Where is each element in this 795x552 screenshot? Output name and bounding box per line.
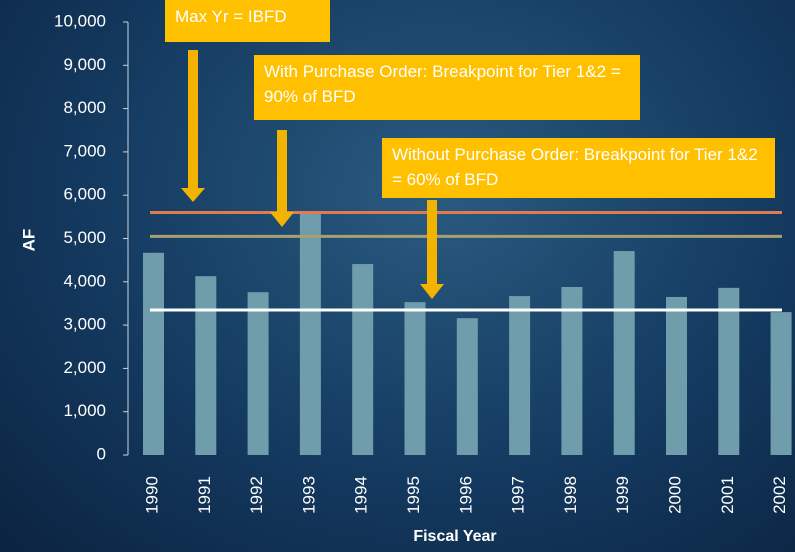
annotation: With Purchase Order: Breakpoint for Tier…: [254, 55, 640, 120]
bar: [247, 292, 269, 455]
y-tick-label: 6,000: [63, 185, 106, 204]
arrows: [181, 50, 444, 299]
x-tick-label: 2001: [718, 476, 737, 514]
y-tick-label: 4,000: [63, 271, 106, 290]
bar: [404, 302, 426, 455]
bar: [613, 251, 635, 455]
annotation: Without Purchase Order: Breakpoint for T…: [382, 138, 775, 198]
arrow-shaft: [188, 50, 198, 190]
arrow-shaft: [427, 200, 437, 286]
bar: [195, 276, 217, 455]
bar: [770, 312, 792, 455]
y-tick-label: 3,000: [63, 315, 106, 334]
x-tick-label: 1990: [142, 476, 161, 514]
x-axis-label: Fiscal Year: [413, 528, 496, 545]
y-tick-label: 9,000: [63, 55, 106, 74]
x-tick-label: 1996: [456, 476, 475, 514]
x-tick-label: 2000: [665, 476, 684, 514]
y-tick-label: 0: [97, 444, 106, 463]
arrow-head: [181, 188, 205, 202]
bar: [718, 287, 740, 455]
bar: [352, 264, 374, 455]
bar: [509, 296, 531, 455]
x-tick-label: 1998: [561, 476, 580, 514]
arrow-head: [270, 212, 294, 227]
y-tick-label: 1,000: [63, 401, 106, 420]
bar: [666, 296, 687, 455]
y-tick-label: 10,000: [54, 11, 106, 30]
y-axis-label: AF: [19, 229, 38, 252]
y-tick-label: 2,000: [63, 358, 106, 377]
arrow-head: [420, 284, 444, 299]
x-tick-label: 1997: [509, 476, 528, 514]
bar: [456, 318, 478, 455]
x-tick-label: 1991: [195, 476, 214, 514]
y-tick-label: 5,000: [63, 228, 106, 247]
annotation: Max Yr = IBFD: [165, 0, 330, 42]
bar: [561, 286, 583, 455]
bar: [299, 212, 321, 455]
x-tick-label: 1995: [404, 476, 423, 514]
x-tick-label: 1992: [247, 476, 266, 514]
y-tick-label: 8,000: [63, 98, 106, 117]
x-tick-label: 1993: [299, 476, 318, 514]
bar: [143, 252, 164, 455]
x-tick-label: 1994: [352, 476, 371, 514]
y-tick-label: 7,000: [63, 141, 106, 160]
arrow-shaft: [277, 130, 287, 214]
x-tick-label: 1999: [613, 476, 632, 514]
x-tick-label: 2002: [770, 476, 789, 514]
